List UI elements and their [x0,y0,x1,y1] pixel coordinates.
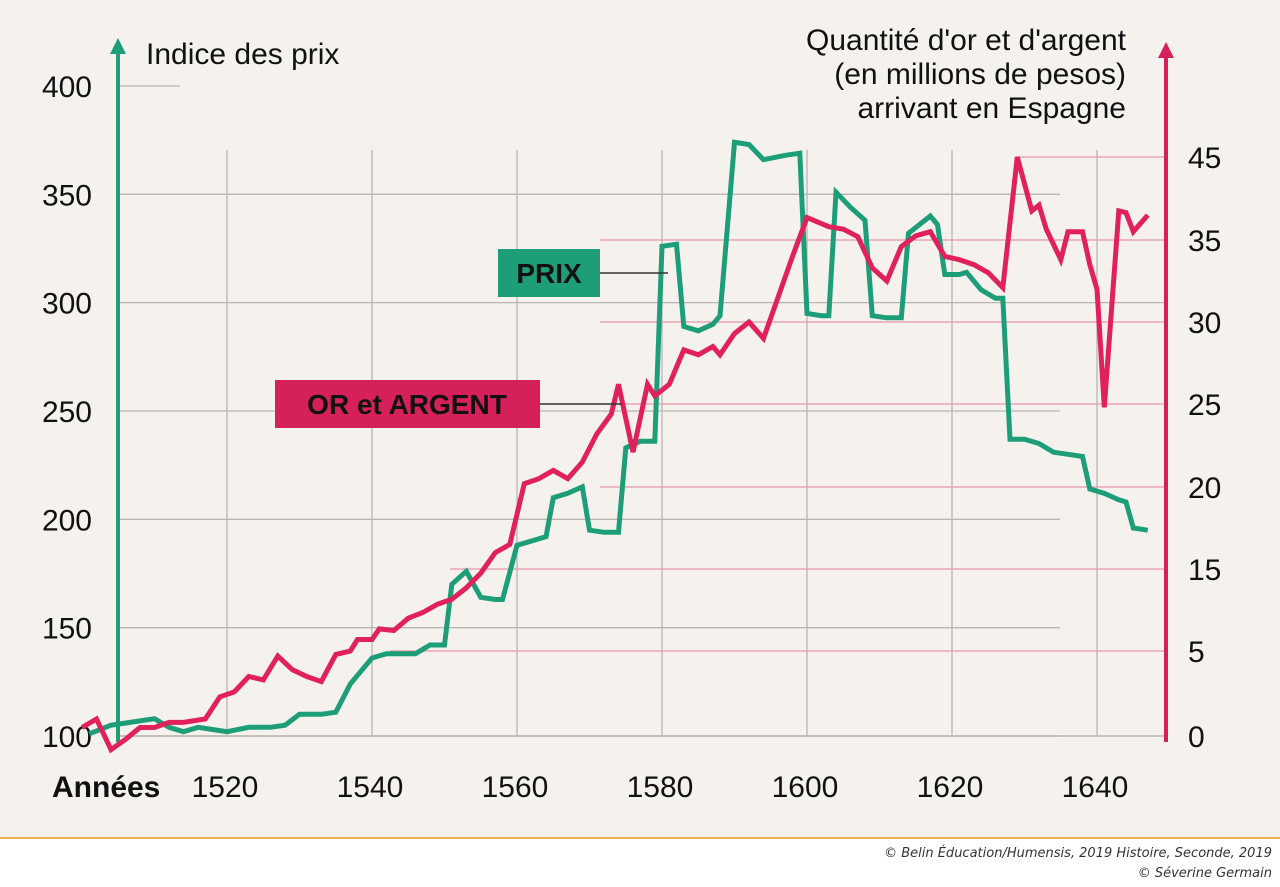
bullion-axis-title-line-2: (en millions de pesos) [834,58,1126,91]
price-tick-label-300: 300 [42,288,92,321]
prix-label-box [498,249,600,297]
year-tick-label-1640: 1640 [1062,771,1129,804]
year-tick-label-1620: 1620 [917,771,984,804]
price-tick-label-400: 400 [42,71,92,104]
price-tick-label-350: 350 [42,179,92,212]
bullion-tick-label-5: 5 [1188,636,1205,669]
year-tick-label-1560: 1560 [482,771,549,804]
or-argent-label: OR et ARGENT [307,389,507,420]
price-index-line [88,139,1149,737]
bullion-tick-label-25: 25 [1188,389,1221,422]
bullion-tick-label-30: 30 [1188,307,1221,340]
bullion-tick-label-35: 35 [1188,225,1221,258]
prix-label: PRIX [516,258,582,289]
or-argent-label-box [275,380,540,428]
price-tick-label-250: 250 [42,396,92,429]
price-axis-arrow [110,38,126,54]
year-tick-label-1580: 1580 [627,771,694,804]
author-credit: © Séverine Germain [1137,866,1272,881]
bullion-axis-arrow [1158,42,1174,58]
bullion-axis-title-line-3: arrivant en Espagne [857,92,1126,125]
bullion-tick-label-15: 15 [1188,554,1221,587]
year-tick-label-1520: 1520 [192,771,259,804]
bullion-quantity-line [80,156,1150,754]
price-axis-title: Indice des prix [146,38,339,71]
price-tick-label-200: 200 [42,504,92,537]
year-tick-label-1600: 1600 [772,771,839,804]
bullion-tick-label-45: 45 [1188,142,1221,175]
bullion-tick-label-0: 0 [1188,721,1205,754]
bullion-tick-label-20: 20 [1188,472,1221,505]
publisher-credit: © Belin Éducation/Humensis, 2019 Histoir… [884,846,1272,861]
price-tick-label-150: 150 [42,613,92,646]
year-axis-title: Années [52,771,160,804]
bullion-axis-title-line-1: Quantité d'or et d'argent [806,24,1127,57]
year-tick-label-1540: 1540 [337,771,404,804]
chart-area: Indice des prix Quantité d'or et d'argent… [0,0,1280,839]
price-and-bullion-chart: Indice des prix Quantité d'or et d'argent… [42,24,1221,804]
